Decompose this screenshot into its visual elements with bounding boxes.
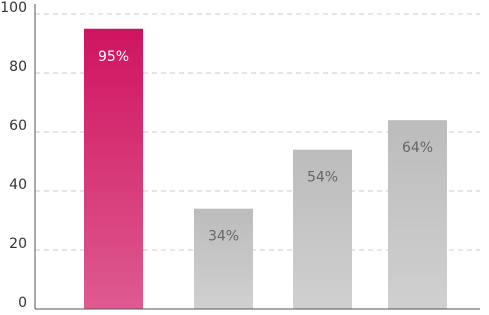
- bar-sheen: [84, 28, 143, 309]
- y-tick-label: 100: [0, 0, 27, 16]
- bar-sheen: [293, 149, 352, 309]
- value-label: 95%: [98, 49, 129, 65]
- y-tick-label: 20: [9, 236, 27, 252]
- y-tick-label: 60: [9, 118, 27, 134]
- y-tick-label: 40: [9, 177, 27, 193]
- bar-sheen: [388, 120, 447, 309]
- bar-sheen: [194, 208, 253, 309]
- y-tick-label: 80: [9, 59, 27, 75]
- y-tick-label: 0: [18, 295, 27, 311]
- value-label: 34%: [208, 229, 239, 245]
- value-label: 54%: [307, 170, 338, 186]
- value-label: 64%: [402, 140, 433, 156]
